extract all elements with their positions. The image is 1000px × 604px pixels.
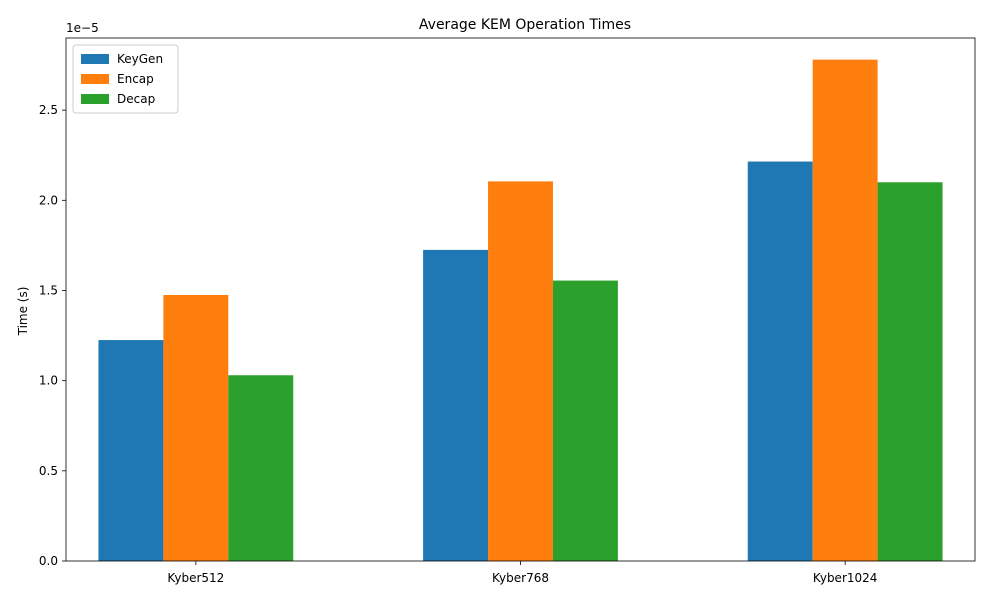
bar-keygen-kyber512	[98, 340, 164, 561]
legend-swatch-decap	[81, 94, 109, 104]
chart-title: Average KEM Operation Times	[419, 17, 631, 33]
x-tick-label: Kyber1024	[813, 571, 878, 585]
y-tick-label: 1.0	[39, 374, 58, 388]
legend-label-keygen: KeyGen	[117, 52, 163, 66]
legend-swatch-encap	[81, 74, 109, 84]
legend-swatch-keygen	[81, 54, 109, 64]
bar-encap-kyber1024	[812, 59, 878, 561]
bars-layer	[98, 59, 943, 562]
bar-keygen-kyber1024	[747, 161, 813, 562]
legend: KeyGen Encap Decap	[72, 44, 179, 114]
y-axis-label: Time (s)	[16, 287, 30, 337]
y-tick-label: 2.5	[39, 103, 58, 117]
legend-label-encap: Encap	[117, 72, 154, 86]
y-axis-offset-label: 1e−5	[66, 21, 99, 35]
y-tick-label: 0.0	[39, 554, 58, 568]
y-tick-label: 1.5	[39, 283, 58, 297]
bar-decap-kyber512	[228, 375, 294, 561]
x-tick-label: Kyber512	[167, 571, 224, 585]
bar-encap-kyber768	[488, 181, 553, 561]
x-tick-label: Kyber768	[492, 571, 549, 585]
y-tick-label: 0.5	[39, 464, 58, 478]
legend-label-decap: Decap	[117, 92, 155, 106]
y-tick-label: 2.0	[39, 193, 58, 207]
bar-decap-kyber768	[552, 280, 618, 561]
bar-decap-kyber1024	[877, 182, 943, 561]
axes-layer: 0.0 0.5 1.0 1.5 2.0 2.5 Kyber512 Kyber768 Kyber1…	[39, 37, 976, 585]
bar-keygen-kyber768	[423, 249, 489, 562]
bar-encap-kyber512	[163, 294, 229, 561]
